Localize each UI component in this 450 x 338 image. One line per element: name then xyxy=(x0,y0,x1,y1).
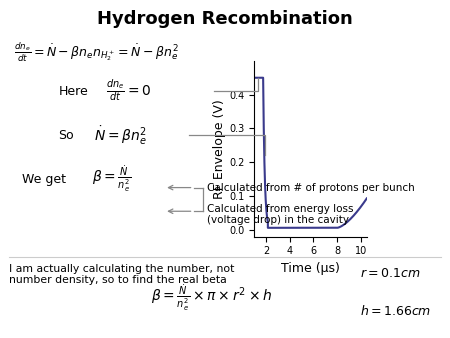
Text: Calculated from # of protons per bunch: Calculated from # of protons per bunch xyxy=(207,183,415,193)
Text: $\frac{dn_e}{dt} = \dot{N} - \beta n_e n_{H_2^+} = \dot{N} - \beta n_e^2$: $\frac{dn_e}{dt} = \dot{N} - \beta n_e n… xyxy=(14,41,178,64)
Text: $\frac{dn_e}{dt} = 0$: $\frac{dn_e}{dt} = 0$ xyxy=(106,78,151,104)
Text: Hydrogen Recombination: Hydrogen Recombination xyxy=(97,10,353,28)
Text: $h = 1.66cm$: $h = 1.66cm$ xyxy=(360,304,431,318)
Text: $\beta = \frac{\dot{N}}{n_e^2} \times \pi \times r^2 \times h$: $\beta = \frac{\dot{N}}{n_e^2} \times \p… xyxy=(151,282,272,313)
Y-axis label: RF Envelope (V): RF Envelope (V) xyxy=(213,99,226,199)
Text: $\dot{N} = \beta n_e^2$: $\dot{N} = \beta n_e^2$ xyxy=(94,124,148,147)
Text: We get: We get xyxy=(22,173,67,186)
Text: $\beta = \frac{\dot{N}}{n_e^2}$: $\beta = \frac{\dot{N}}{n_e^2}$ xyxy=(92,164,131,194)
Text: $r = 0.1cm$: $r = 0.1cm$ xyxy=(360,267,421,280)
X-axis label: Time (μs): Time (μs) xyxy=(281,262,340,275)
Text: So: So xyxy=(58,129,74,142)
Text: Here: Here xyxy=(58,85,88,98)
Text: Calculated from energy loss
(voltage drop) in the cavity: Calculated from energy loss (voltage dro… xyxy=(207,204,354,225)
Text: I am actually calculating the number, not
number density, so to find the real be: I am actually calculating the number, no… xyxy=(9,264,234,285)
